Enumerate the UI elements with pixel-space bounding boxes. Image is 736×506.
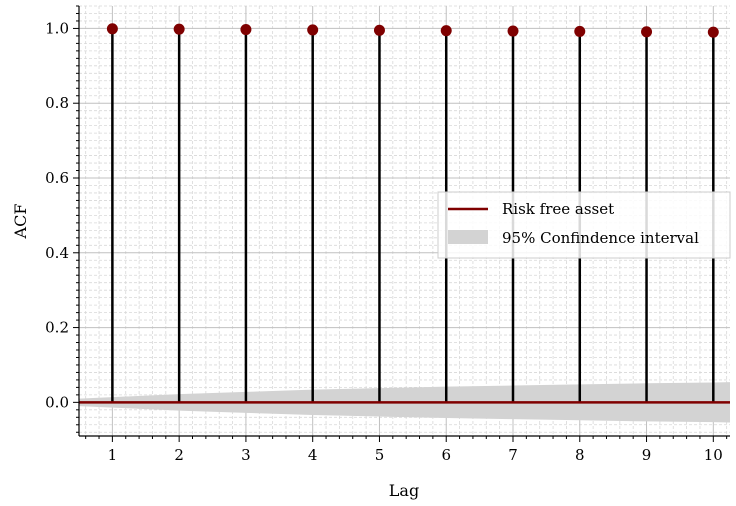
legend-box xyxy=(437,191,731,259)
legend-label-ci: 95% Confindence interval xyxy=(502,229,699,247)
axes-layer xyxy=(78,6,730,437)
legend-label-series: Risk free asset xyxy=(502,200,614,218)
y-tick-label: 0.2 xyxy=(45,319,69,337)
y-tick-label: 0.0 xyxy=(45,393,69,411)
x-tick-label: 1 xyxy=(108,446,118,464)
x-tick-label: 6 xyxy=(441,446,451,464)
x-tick-label: 2 xyxy=(174,446,184,464)
y-tick-label: 0.4 xyxy=(45,244,69,262)
stem-marker xyxy=(707,26,719,38)
stem-marker xyxy=(507,25,519,37)
x-tick-label: 4 xyxy=(308,446,318,464)
x-tick-label: 9 xyxy=(642,446,652,464)
ticks-layer: 0.0 0.2 0.4 0.6 0.8 1.0 1 2 3 4 5 6 7 8 9 10 xyxy=(45,5,728,464)
stem-marker xyxy=(641,26,653,38)
y-tick-label: 0.8 xyxy=(45,94,69,112)
x-tick-label: 7 xyxy=(508,446,518,464)
x-tick-label: 8 xyxy=(575,446,585,464)
x-tick-label: 5 xyxy=(375,446,385,464)
stem-marker xyxy=(173,23,185,35)
stem-marker xyxy=(373,24,385,36)
legend-band-swatch xyxy=(448,230,488,244)
stem-marker xyxy=(574,25,586,37)
y-tick-label: 1.0 xyxy=(45,19,69,37)
y-tick-label: 0.6 xyxy=(45,169,69,187)
stem-marker xyxy=(240,24,252,36)
x-tick-label: 3 xyxy=(241,446,251,464)
x-axis-title: Lag xyxy=(389,481,419,500)
stem-marker xyxy=(106,23,118,35)
stem-marker xyxy=(440,25,452,37)
y-axis-title: ACF xyxy=(11,204,30,240)
stem-marker xyxy=(307,24,319,36)
marker-layer xyxy=(106,23,719,38)
legend: Risk free asset 95% Confindence interval xyxy=(437,191,731,259)
x-tick-label: 10 xyxy=(704,446,723,464)
